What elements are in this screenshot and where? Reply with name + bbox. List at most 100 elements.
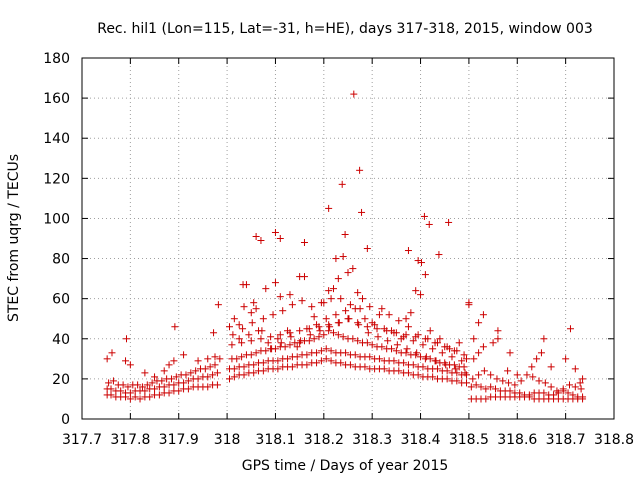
data-point <box>426 355 434 363</box>
data-point <box>171 323 179 331</box>
x-tick-label: 317.9 <box>159 432 199 448</box>
data-point <box>305 337 313 345</box>
data-point <box>378 343 386 351</box>
data-point <box>107 385 115 393</box>
data-point <box>576 379 584 387</box>
data-point <box>516 389 524 397</box>
data-point <box>432 357 440 365</box>
data-point <box>247 337 255 345</box>
data-point <box>279 307 287 315</box>
data-point <box>395 317 403 325</box>
data-point <box>165 389 173 397</box>
data-point <box>579 375 587 383</box>
data-point <box>523 371 531 379</box>
data-point <box>344 269 352 277</box>
data-point <box>317 357 325 365</box>
data-point <box>414 331 422 339</box>
data-point <box>419 363 427 371</box>
data-point <box>451 365 459 373</box>
data-point <box>297 337 305 345</box>
data-point <box>151 385 159 393</box>
chart-title: Rec. hil1 (Lon=115, Lat=-31, h=HE), days… <box>97 21 593 37</box>
data-point <box>409 337 417 345</box>
data-point <box>239 281 247 289</box>
data-point <box>579 393 587 401</box>
data-point <box>541 379 549 387</box>
data-point <box>194 357 202 365</box>
data-point <box>327 347 335 355</box>
data-point <box>409 361 417 369</box>
data-point <box>477 383 485 391</box>
data-point <box>395 367 403 375</box>
data-point <box>126 389 134 397</box>
data-point <box>390 357 398 365</box>
data-point <box>277 339 285 347</box>
data-point <box>274 365 282 373</box>
y-tick-label: 20 <box>52 372 70 388</box>
data-point <box>325 287 333 295</box>
data-point <box>404 369 412 377</box>
data-point <box>308 303 316 311</box>
data-point <box>258 327 266 335</box>
data-point <box>375 311 383 319</box>
data-point <box>506 387 514 395</box>
data-point <box>426 327 434 335</box>
data-point <box>354 337 362 345</box>
data-point <box>325 204 333 212</box>
data-point <box>238 339 246 347</box>
data-point <box>361 363 369 371</box>
data-point <box>233 355 241 363</box>
data-point <box>138 383 146 391</box>
data-point <box>421 271 429 279</box>
data-point <box>533 355 541 363</box>
data-point <box>540 389 548 397</box>
data-point <box>553 387 561 395</box>
data-point <box>107 391 115 399</box>
data-point <box>453 369 461 377</box>
data-point <box>388 345 396 353</box>
data-point <box>286 291 294 299</box>
y-tick-label: 100 <box>43 211 70 227</box>
data-point <box>240 371 248 379</box>
data-point <box>487 383 495 391</box>
data-point <box>216 355 224 363</box>
data-point <box>306 331 314 339</box>
data-point <box>375 355 383 363</box>
data-point <box>247 309 255 317</box>
data-point <box>418 259 426 267</box>
data-point <box>346 301 354 309</box>
data-point <box>355 321 363 329</box>
data-point <box>475 349 483 357</box>
y-tick-label: 40 <box>52 332 70 348</box>
data-point <box>276 235 284 242</box>
data-point <box>359 295 367 303</box>
data-point <box>271 228 279 236</box>
data-point <box>172 373 180 381</box>
data-point <box>351 351 359 359</box>
data-point <box>124 383 132 391</box>
x-tick-label: 318 <box>214 432 241 448</box>
data-point <box>298 297 306 305</box>
data-point <box>492 385 500 393</box>
data-point <box>310 313 318 321</box>
data-point <box>525 391 533 399</box>
data-point <box>443 375 451 383</box>
data-point <box>414 371 422 379</box>
data-point <box>480 367 488 375</box>
data-point <box>339 253 347 261</box>
data-point <box>341 230 349 238</box>
data-point <box>240 363 248 371</box>
data-point <box>268 345 276 353</box>
data-point <box>303 325 311 333</box>
data-point <box>494 327 502 335</box>
data-point <box>252 232 260 240</box>
data-point <box>194 375 202 383</box>
data-point <box>422 353 430 361</box>
data-point <box>252 349 260 357</box>
data-point <box>238 353 246 361</box>
data-point <box>158 377 166 385</box>
data-point <box>322 355 330 363</box>
data-point <box>438 349 446 357</box>
y-tick-label: 160 <box>43 91 70 107</box>
data-point <box>506 349 514 357</box>
